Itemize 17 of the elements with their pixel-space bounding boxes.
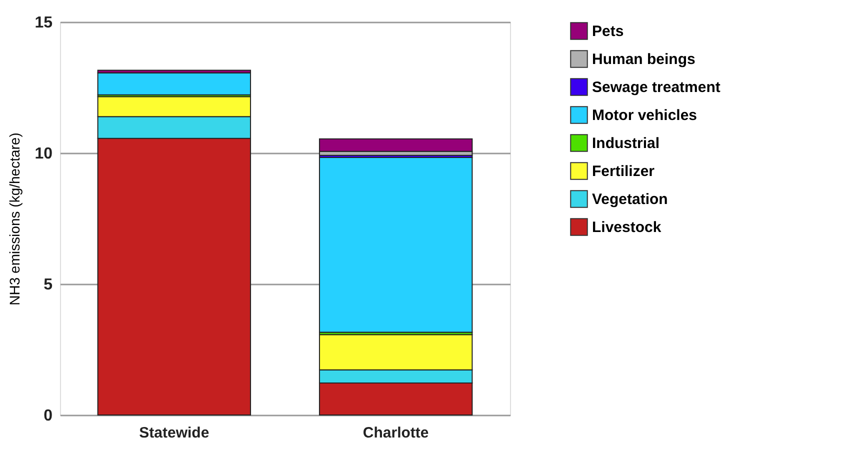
legend-label: Motor vehicles: [592, 107, 698, 124]
legend-label: Industrial: [592, 135, 660, 152]
legend-label: Vegetation: [592, 191, 668, 208]
y-axis-title: NH3 emissions (kg/hectare): [6, 132, 23, 306]
legend-label: Human beings: [592, 51, 696, 68]
legend-label: Pets: [592, 23, 624, 40]
y-tick-label: 0: [44, 408, 53, 424]
y-tick-label: 10: [34, 146, 53, 162]
bar: [318, 156, 473, 333]
x-tick-label: Statewide: [139, 424, 210, 442]
y-tick-label: 5: [44, 276, 53, 294]
y-tick-label: 15: [34, 14, 53, 32]
legend-label: Sewage treatment: [592, 79, 720, 96]
x-tick-label: Charlotte: [362, 424, 429, 442]
legend-label: Livestock: [592, 219, 662, 236]
legend-label: Fertilizer: [592, 163, 655, 180]
bar: [318, 138, 473, 152]
